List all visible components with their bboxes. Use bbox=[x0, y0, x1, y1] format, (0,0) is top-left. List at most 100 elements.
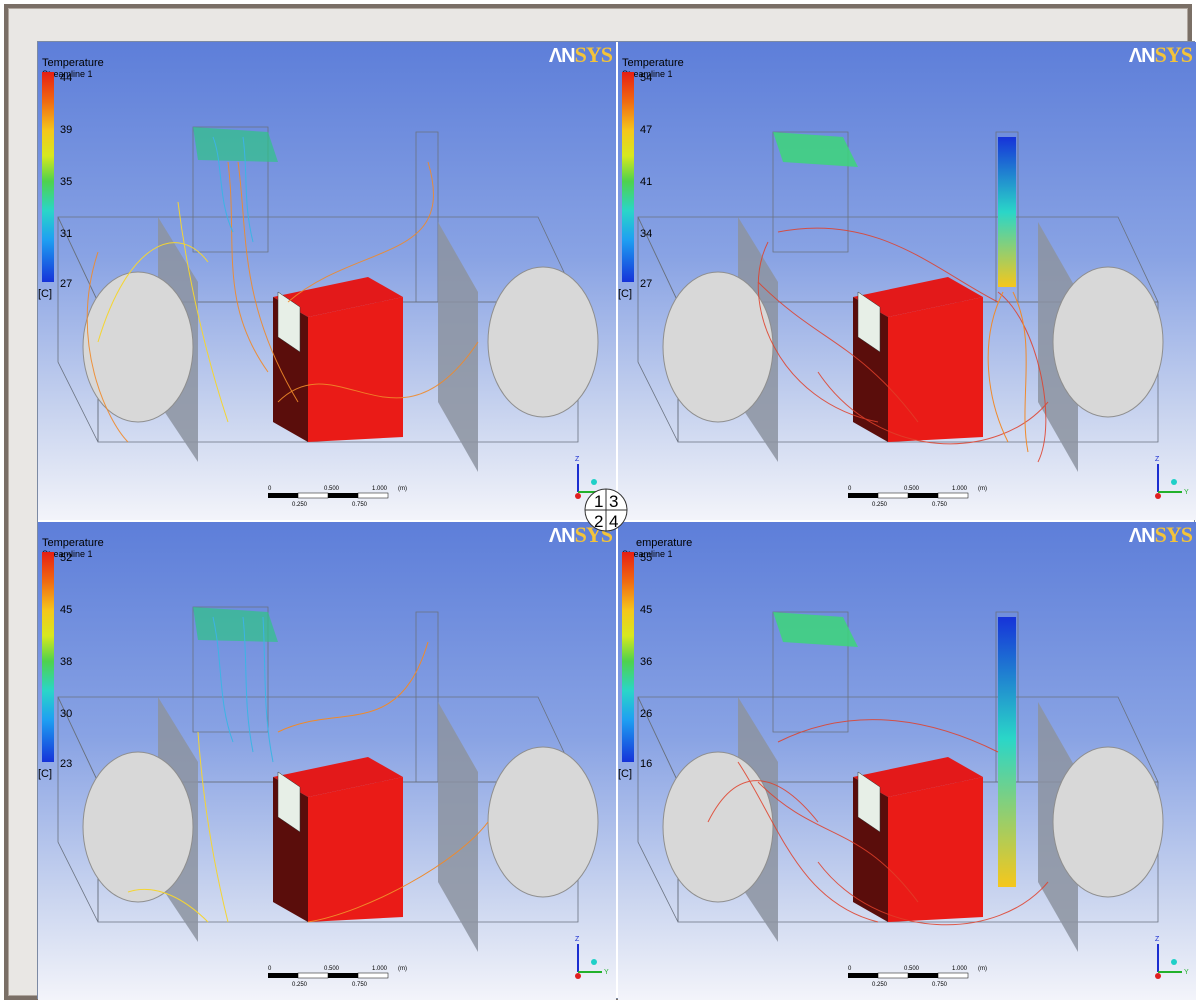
svg-text:0: 0 bbox=[848, 966, 852, 972]
legend-tick: 23 bbox=[60, 758, 73, 770]
legend-title: Temperature bbox=[42, 537, 104, 549]
legend-tick: 38 bbox=[60, 656, 73, 668]
viewport-1[interactable]: ΛNSYS Temperature Streamline 1 44 39 35 … bbox=[38, 42, 616, 520]
scale-bar: 0 0.500 1.000 (m) 0.250 0.750 bbox=[848, 966, 987, 988]
svg-text:Z: Z bbox=[1155, 936, 1160, 943]
svg-text:Y: Y bbox=[1184, 489, 1189, 496]
mesh-panel bbox=[277, 291, 301, 353]
svg-text:0.500: 0.500 bbox=[324, 486, 340, 492]
svg-text:1.000: 1.000 bbox=[952, 966, 968, 972]
svg-text:0.750: 0.750 bbox=[352, 982, 368, 988]
legend-tick: 34 bbox=[640, 228, 653, 240]
legend-tick: 36 bbox=[640, 656, 653, 668]
axis-triad: Z Y bbox=[575, 936, 609, 979]
legend-tick: 41 bbox=[640, 176, 653, 188]
legend-tick: 16 bbox=[640, 758, 653, 770]
viewport-4[interactable]: ΛNSYS emperature Streamline 1 55 45 36 2… bbox=[618, 522, 1196, 1000]
svg-text:Y: Y bbox=[604, 969, 609, 976]
legend-tick: 27 bbox=[60, 278, 73, 290]
svg-text:0.750: 0.750 bbox=[932, 502, 948, 508]
legend-unit: [C] bbox=[618, 288, 633, 300]
badge-q1: 1 bbox=[594, 492, 603, 511]
legend: Temperature Streamline 1 bbox=[42, 537, 104, 560]
svg-text:Z: Z bbox=[575, 936, 580, 943]
badge-q3: 3 bbox=[609, 492, 618, 511]
legend-tick: 27 bbox=[640, 278, 653, 290]
svg-text:Z: Z bbox=[1155, 456, 1160, 463]
viewport-2[interactable]: ΛNSYS Temperature Streamline 1 52 45 38 … bbox=[38, 522, 616, 1000]
scene-3d[interactable] bbox=[38, 42, 616, 520]
badge-q2: 2 bbox=[594, 512, 603, 531]
legend: Temperature Streamline 1 bbox=[42, 58, 104, 80]
baffle-right bbox=[438, 222, 478, 472]
legend-subtitle: Streamline 1 bbox=[622, 549, 673, 559]
legend-tick: 44 bbox=[60, 72, 73, 84]
ansys-logo: ΛNSYS bbox=[1128, 42, 1193, 67]
legend-subtitle: Streamline 1 bbox=[42, 69, 93, 79]
svg-text:0: 0 bbox=[268, 966, 272, 972]
cylinder-left bbox=[82, 271, 194, 423]
legend-title: Temperature bbox=[622, 57, 684, 69]
legend-subtitle: Streamline 1 bbox=[622, 69, 673, 79]
svg-text:0.750: 0.750 bbox=[352, 502, 368, 508]
viewport-layout-badge[interactable]: 1 3 2 4 bbox=[584, 484, 628, 536]
svg-text:0.250: 0.250 bbox=[872, 502, 888, 508]
scale-bar: 0 0.500 1.000 (m) 0.250 0.750 bbox=[848, 486, 987, 508]
svg-text:0.500: 0.500 bbox=[904, 966, 920, 972]
scene-3d[interactable] bbox=[618, 522, 1196, 1000]
color-bar bbox=[42, 552, 54, 762]
scene-3d[interactable] bbox=[618, 42, 1196, 520]
legend: emperature Streamline 1 bbox=[622, 537, 693, 560]
legend-tick: 54 bbox=[640, 72, 653, 84]
scale-bar: 0 0.500 1.000 (m) 0.250 0.750 bbox=[268, 966, 407, 988]
color-bar bbox=[622, 72, 634, 282]
legend-tick: 45 bbox=[60, 604, 73, 616]
legend-unit: [C] bbox=[38, 768, 53, 780]
svg-text:0.250: 0.250 bbox=[292, 502, 308, 508]
legend-unit: [C] bbox=[618, 768, 633, 780]
svg-text:0: 0 bbox=[848, 486, 852, 492]
legend-tick: 52 bbox=[60, 552, 73, 564]
svg-text:1.000: 1.000 bbox=[952, 486, 968, 492]
viewport-3[interactable]: ΛNSYS Temperature Streamline 1 54 47 41 … bbox=[618, 42, 1196, 520]
svg-text:1.000: 1.000 bbox=[372, 486, 388, 492]
svg-text:Y: Y bbox=[1184, 969, 1189, 976]
legend-unit: [C] bbox=[38, 288, 53, 300]
legend-tick: 55 bbox=[640, 552, 653, 564]
legend-tick: 39 bbox=[60, 124, 73, 136]
legend-tick: 35 bbox=[60, 176, 73, 188]
legend-title: emperature bbox=[636, 537, 693, 549]
legend-tick: 45 bbox=[640, 604, 653, 616]
axis-triad: Z Y bbox=[1155, 456, 1189, 499]
svg-text:(m): (m) bbox=[978, 486, 987, 492]
box-front bbox=[308, 297, 403, 442]
svg-text:0.750: 0.750 bbox=[932, 982, 948, 988]
svg-text:(m): (m) bbox=[398, 966, 407, 972]
box-top bbox=[273, 277, 403, 317]
svg-text:0.500: 0.500 bbox=[904, 486, 920, 492]
svg-text:1.000: 1.000 bbox=[372, 966, 388, 972]
svg-text:0.250: 0.250 bbox=[872, 982, 888, 988]
ansys-logo: ΛNSYS bbox=[548, 42, 613, 67]
svg-text:(m): (m) bbox=[398, 486, 407, 492]
legend-tick: 30 bbox=[60, 708, 73, 720]
color-bar bbox=[42, 72, 54, 282]
scene-3d[interactable] bbox=[38, 522, 616, 1000]
legend-tick: 26 bbox=[640, 708, 653, 720]
axis-triad: Z Y bbox=[1155, 936, 1189, 979]
scale-bar: 0 0.500 1.000 (m) 0.250 0.750 bbox=[268, 486, 407, 508]
svg-text:0.250: 0.250 bbox=[292, 982, 308, 988]
window-frame: ΛNSYS Temperature Streamline 1 44 39 35 … bbox=[4, 4, 1196, 1000]
color-bar bbox=[622, 552, 634, 762]
viewport-grid: ΛNSYS Temperature Streamline 1 44 39 35 … bbox=[37, 41, 1196, 1000]
svg-text:(m): (m) bbox=[978, 966, 987, 972]
cylinder-right bbox=[487, 266, 599, 418]
svg-text:Z: Z bbox=[575, 456, 580, 463]
svg-text:0: 0 bbox=[268, 486, 272, 492]
legend-tick: 31 bbox=[60, 228, 73, 240]
legend-tick: 47 bbox=[640, 124, 653, 136]
legend: Temperature Streamline 1 bbox=[622, 57, 684, 80]
badge-q4: 4 bbox=[609, 512, 618, 531]
svg-text:0.500: 0.500 bbox=[324, 966, 340, 972]
ansys-logo: ΛNSYS bbox=[1128, 522, 1193, 547]
